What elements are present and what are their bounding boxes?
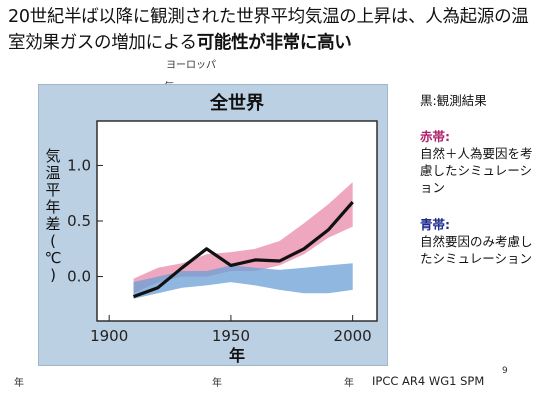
y-tick-label: 0.0	[67, 268, 91, 286]
chart-panel: 全世界 0.0 0.5 1.0 1900 1950 2000 年気温平年差(℃)	[38, 84, 388, 366]
y-tick-label: 0.5	[67, 212, 91, 230]
slide-title: 20世紀半ば以降に観測された世界平均気温の上昇は、人為起源の温室効果ガスの増加に…	[8, 4, 534, 56]
bg-label-year-3: 年	[344, 378, 354, 389]
legend-blue-desc: 自然要因のみ考慮したシミュレーション	[420, 234, 533, 266]
x-tick-label: 2000	[334, 327, 372, 345]
y-tick-label: 1.0	[67, 156, 91, 174]
y-axis-label-glyph: ℃	[45, 249, 62, 267]
legend-observed-label: 黒:観測結果	[420, 93, 487, 108]
bg-label-year-2: 年	[212, 378, 222, 389]
bg-label-year-1: 年	[14, 378, 24, 389]
legend-blue-band: 青帯: 自然要因のみ考慮したシミュレーション	[420, 216, 538, 267]
y-axis-label-glyph: 平	[45, 181, 60, 199]
bg-label-europe: ヨーロッパ	[166, 60, 216, 71]
legend-red-desc: 自然＋人為要因を考慮したシミュレーション	[420, 146, 533, 195]
page-number: 9	[502, 366, 508, 376]
y-axis-label-glyph: 気	[45, 147, 60, 165]
x-axis-label: 年	[229, 346, 245, 365]
title-text: 20世紀半ば以降に観測された世界平均気温の上昇は、人為起源の温室効果ガスの増加に…	[8, 7, 529, 53]
band-natural-only	[133, 263, 353, 299]
y-axis-label-glyph: 年	[45, 198, 60, 216]
legend-red-header: 赤帯:	[420, 129, 450, 144]
source-citation: IPCC AR4 WG1 SPM	[372, 374, 485, 388]
x-tick-label: 1900	[90, 327, 128, 345]
title-emphasis: 可能性が非常に高い	[196, 33, 352, 53]
y-axis-label-glyph: (	[50, 232, 56, 250]
observed-line	[132, 201, 354, 299]
y-axis-label: 気温平年差(℃)	[45, 147, 62, 284]
chart-title: 全世界	[209, 92, 264, 114]
legend-observed: 黒:観測結果	[420, 92, 538, 109]
legend-blue-header: 青帯:	[420, 217, 450, 232]
y-axis-label-glyph: 温	[45, 164, 60, 182]
y-axis-label-glyph: 差	[45, 215, 60, 233]
legend-red-band: 赤帯: 自然＋人為要因を考慮したシミュレーション	[420, 128, 538, 196]
x-tick-label: 1950	[212, 327, 250, 345]
band-natural-anthropogenic	[133, 182, 353, 294]
y-axis-label-glyph: )	[50, 266, 56, 284]
